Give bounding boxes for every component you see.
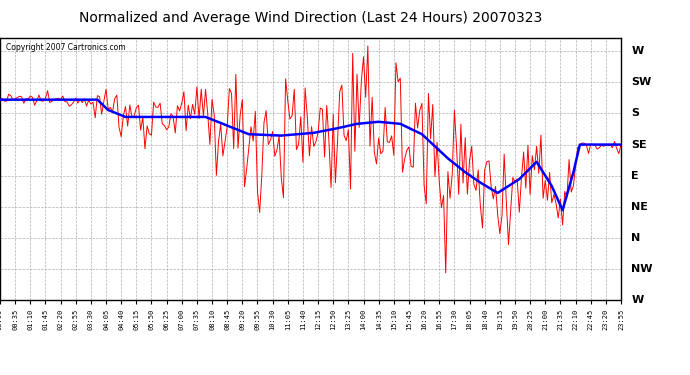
Text: S: S [631, 108, 640, 118]
Text: Copyright 2007 Cartronics.com: Copyright 2007 Cartronics.com [6, 43, 126, 52]
Text: W: W [631, 46, 644, 56]
Text: W: W [631, 295, 644, 305]
Text: E: E [631, 171, 639, 181]
Text: N: N [631, 233, 640, 243]
Text: NW: NW [631, 264, 653, 274]
Text: SW: SW [631, 77, 651, 87]
Text: SE: SE [631, 140, 647, 150]
Text: NE: NE [631, 202, 648, 212]
Text: Normalized and Average Wind Direction (Last 24 Hours) 20070323: Normalized and Average Wind Direction (L… [79, 11, 542, 25]
